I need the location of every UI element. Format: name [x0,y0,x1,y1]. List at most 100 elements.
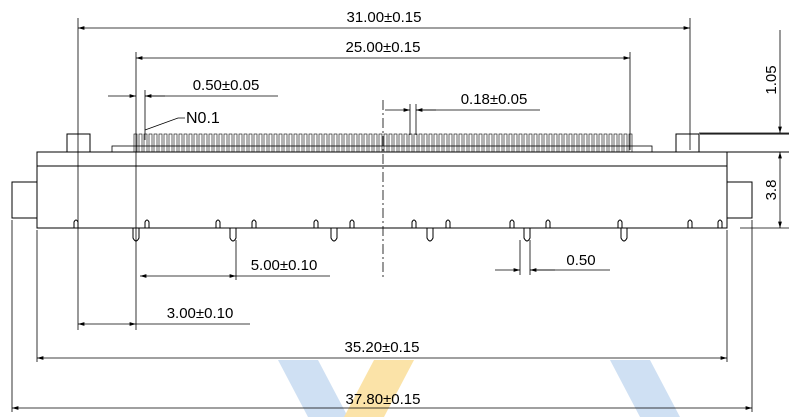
pin [529,134,532,152]
pin [209,134,212,152]
pin [339,134,342,152]
pin [224,134,227,152]
pin [629,134,632,152]
pin [594,134,597,152]
right-boss [676,134,699,152]
pin [504,134,507,152]
post [427,228,433,241]
pin [534,134,537,152]
pin [289,134,292,152]
pin [199,134,202,152]
pin [459,134,462,152]
pin [384,134,387,152]
pin [589,134,592,152]
pin [449,134,452,152]
pin [469,134,472,152]
pin [409,134,412,152]
pin [299,134,302,152]
hook [314,220,318,228]
pin [194,134,197,152]
hook [546,220,550,228]
hook [510,220,514,228]
pin [569,134,572,152]
pin [479,134,482,152]
pin [614,134,617,152]
hook [618,220,622,228]
hook [446,220,450,228]
pin-comb [112,134,652,152]
pin [269,134,272,152]
pin [214,134,217,152]
pin [149,134,152,152]
pin [584,134,587,152]
pin [204,134,207,152]
post [331,228,337,241]
pin [344,134,347,152]
pin [539,134,542,152]
pin [294,134,297,152]
pin [154,134,157,152]
dim-body-height: 3.8 [763,180,780,201]
pin [279,134,282,152]
pin [254,134,257,152]
pin [134,134,137,152]
pin [284,134,287,152]
pin [234,134,237,152]
watermark-logo [278,360,680,417]
pin [554,134,557,152]
pin [524,134,527,152]
hook [350,220,354,228]
pin [314,134,317,152]
pin [189,134,192,152]
dim-post-offset: 3.00±0.10 [167,305,234,322]
pin [364,134,367,152]
pin [574,134,577,152]
pin [349,134,352,152]
dim-pin-width: 0.18±0.05 [461,91,528,108]
pin [619,134,622,152]
dim-post-width: 0.50 [566,252,595,269]
mounting-posts [74,220,722,241]
dim-total-width: 37.80±0.15 [346,391,421,408]
pin [369,134,372,152]
pin [354,134,357,152]
pin [474,134,477,152]
dim-post-pitch: 5.00±0.10 [251,257,318,274]
hook [216,220,220,228]
pin [179,134,182,152]
pin [264,134,267,152]
hook [412,220,416,228]
pin [259,134,262,152]
left-side-tab [12,182,37,218]
pin [484,134,487,152]
pin [489,134,492,152]
hook [252,220,256,228]
pin [399,134,402,152]
pin [439,134,442,152]
pin [404,134,407,152]
hook [688,220,692,228]
pin [509,134,512,152]
pin [374,134,377,152]
pin [429,134,432,152]
dim-pin-span: 25.00±0.15 [346,39,421,56]
pin [444,134,447,152]
post [230,228,236,241]
pin [184,134,187,152]
pin [164,134,167,152]
pin [159,134,162,152]
pin [219,134,222,152]
chamfer-leader [145,118,185,130]
pin [249,134,252,152]
pin [544,134,547,152]
left-boss [67,134,90,152]
hook [145,220,149,228]
pin [549,134,552,152]
pin [229,134,232,152]
pin [604,134,607,152]
pin [319,134,322,152]
pin [274,134,277,152]
pin [324,134,327,152]
dim-board-width: 35.20±0.15 [345,339,420,356]
